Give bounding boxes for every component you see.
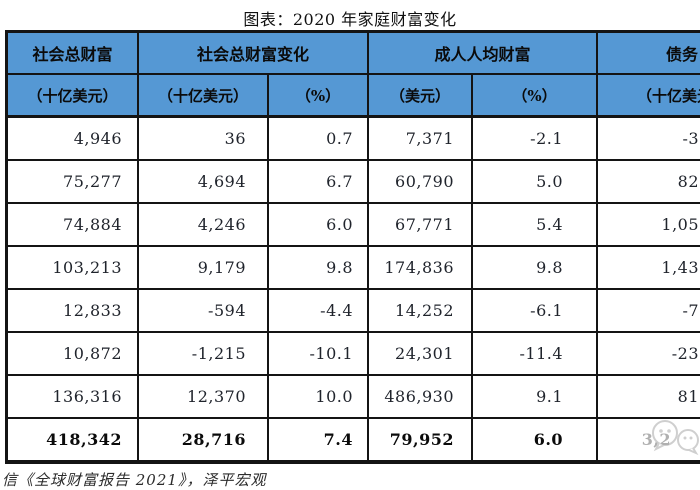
table-row: 10,872 -1,215 -10.1 24,301 -11.4 -23	[8, 333, 700, 376]
unit-debt: （十亿美元）	[598, 75, 700, 118]
unit-total-wealth: （十亿美元）	[8, 75, 139, 118]
table-row: 4,946 36 0.7 7,371 -2.1 -3	[8, 118, 700, 161]
header-wealth-per-adult: 成人人均财富	[369, 33, 599, 75]
table-cell: 4,946	[8, 118, 139, 161]
unit-change-abs: （十亿美元）	[139, 75, 269, 118]
total-cell: 79,952	[369, 419, 474, 460]
table-cell: 0.7	[269, 118, 370, 161]
table-cell: 9.8	[473, 247, 599, 290]
table-cell: 7,371	[369, 118, 474, 161]
page-title: 图表：2020 年家庭财富变化	[243, 10, 457, 29]
table-total-row: 418,342 28,716 7.4 79,952 6.0 3,2	[8, 419, 700, 460]
table-cell: 82	[598, 161, 700, 204]
header-total-wealth: 社会总财富	[8, 33, 139, 75]
table-row: 103,213 9,179 9.8 174,836 9.8 1,43	[8, 247, 700, 290]
header-group-row: 社会总财富 社会总财富变化 成人人均财富 债务	[8, 33, 700, 75]
total-cell: 3,2	[598, 419, 700, 460]
header-unit-row: （十亿美元） （十亿美元） （%） （美元） （%） （十亿美元）	[8, 75, 700, 118]
table-cell: 4,246	[139, 204, 269, 247]
table-cell: -10.1	[269, 333, 370, 376]
table-cell: 81	[598, 376, 700, 419]
table-cell: -6.1	[473, 290, 599, 333]
table-row: 75,277 4,694 6.7 60,790 5.0 82	[8, 161, 700, 204]
total-cell: 6.0	[473, 419, 599, 460]
table-cell: 174,836	[369, 247, 474, 290]
wealth-table: 社会总财富 社会总财富变化 成人人均财富 债务 （十亿美元） （十亿美元） （%…	[5, 30, 700, 464]
table-cell: 6.7	[269, 161, 370, 204]
table-row: 12,833 -594 -4.4 14,252 -6.1 -7	[8, 290, 700, 333]
table-cell: -4.4	[269, 290, 370, 333]
table-cell: 6.0	[269, 204, 370, 247]
table-cell: -2.1	[473, 118, 599, 161]
table-cell: 9.1	[473, 376, 599, 419]
unit-per-adult-pct: （%）	[473, 75, 599, 118]
total-cell: 7.4	[269, 419, 370, 460]
table-cell: 12,370	[139, 376, 269, 419]
table-row: 74,884 4,246 6.0 67,771 5.4 1,05	[8, 204, 700, 247]
table-cell: 1,43	[598, 247, 700, 290]
table-container: 社会总财富 社会总财富变化 成人人均财富 债务 （十亿美元） （十亿美元） （%…	[0, 30, 700, 464]
total-cell: 28,716	[139, 419, 269, 460]
table-cell: 10.0	[269, 376, 370, 419]
table-cell: -23	[598, 333, 700, 376]
table-cell: -11.4	[473, 333, 599, 376]
header-wealth-change: 社会总财富变化	[139, 33, 370, 75]
table-cell: 486,930	[369, 376, 474, 419]
total-cell: 418,342	[8, 419, 139, 460]
table-cell: 5.4	[473, 204, 599, 247]
table-cell: 136,316	[8, 376, 139, 419]
table-cell: -594	[139, 290, 269, 333]
table-cell: 103,213	[8, 247, 139, 290]
unit-change-pct: （%）	[269, 75, 370, 118]
table-cell: 10,872	[8, 333, 139, 376]
table-cell: -7	[598, 290, 700, 333]
header-debt: 债务	[598, 33, 700, 75]
table-cell: 9,179	[139, 247, 269, 290]
table-cell: 12,833	[8, 290, 139, 333]
table-cell: 75,277	[8, 161, 139, 204]
table-cell: 4,694	[139, 161, 269, 204]
table-row: 136,316 12,370 10.0 486,930 9.1 81	[8, 376, 700, 419]
table-cell: 74,884	[8, 204, 139, 247]
table-cell: 9.8	[269, 247, 370, 290]
table-cell: -1,215	[139, 333, 269, 376]
table-cell: -3	[598, 118, 700, 161]
table-cell: 60,790	[369, 161, 474, 204]
table-cell: 1,05	[598, 204, 700, 247]
source-caption: 信《全球财富报告 2021》，泽平宏观	[2, 471, 267, 489]
table-cell: 5.0	[473, 161, 599, 204]
unit-per-adult-usd: （美元）	[369, 75, 474, 118]
table-cell: 67,771	[369, 204, 474, 247]
table-cell: 24,301	[369, 333, 474, 376]
table-cell: 14,252	[369, 290, 474, 333]
table-cell: 36	[139, 118, 269, 161]
